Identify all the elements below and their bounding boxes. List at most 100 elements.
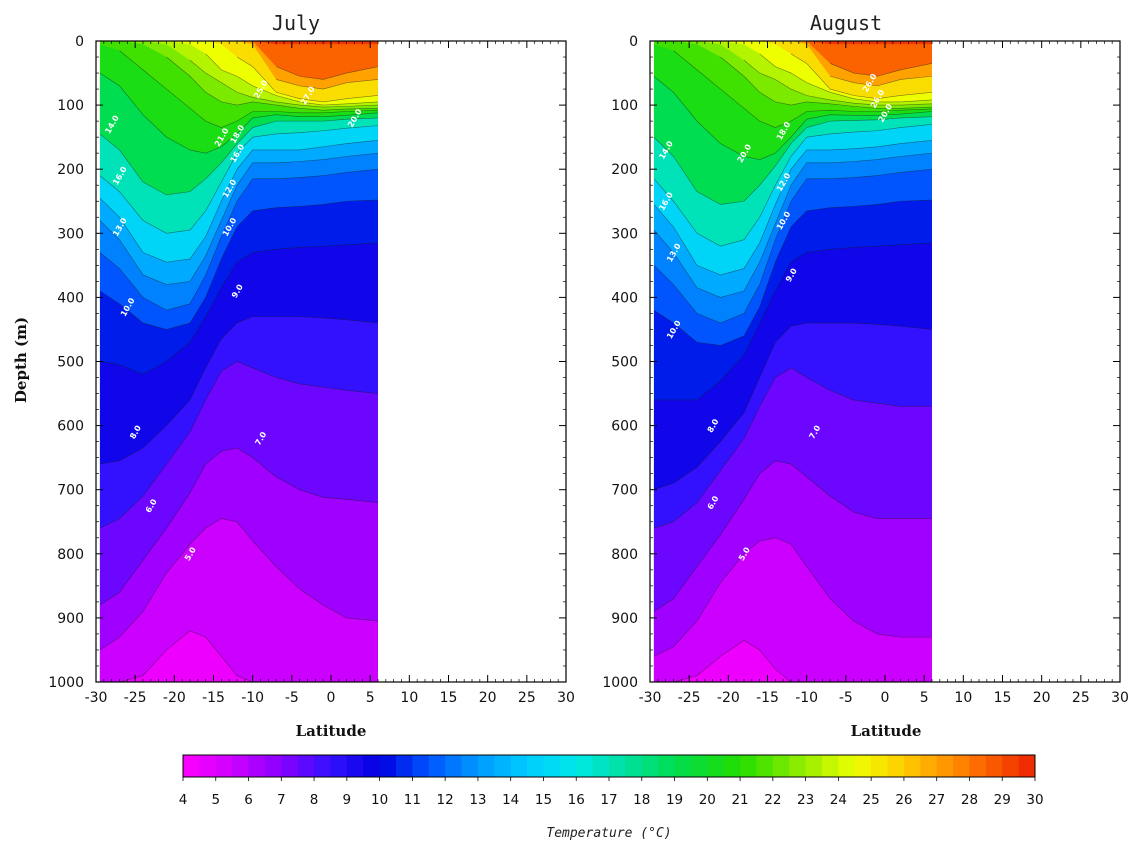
colorbar-segment [428,755,446,777]
y-tick-label: 0 [75,34,84,50]
x-tick-label: -20 [717,690,740,706]
colorbar-tick-label: 6 [244,792,253,808]
isotherm-line-6 [99,518,379,651]
colorbar-segment [346,755,364,777]
y-tick-label: 300 [611,226,638,242]
colorbar-segment [969,755,987,777]
colorbar-tick-label: 27 [928,792,945,808]
colorbar-segment [264,755,282,777]
y-tick-label: 800 [611,547,638,563]
y-tick-label: 0 [629,34,638,50]
isotherm-line-7 [99,447,379,606]
colorbar-tick-label: 24 [830,792,847,808]
colorbar-segment [723,755,741,777]
colorbar-tick-label: 8 [310,792,319,808]
colorbar-tick-label: 10 [371,792,388,808]
y-tick-label: 400 [57,290,84,306]
colorbar-segment [215,755,233,777]
colorbar-tick-label: 20 [699,792,716,808]
isotherm-line-7 [653,460,932,612]
isotherm-line-10 [653,242,933,401]
isotherm-line-20 [653,76,933,160]
x-tick-label: 30 [557,690,575,706]
isotherm-line-9 [99,316,379,465]
colorbar-segment [510,755,528,777]
colorbar-segment [625,755,643,777]
colorbar-segment [936,755,954,777]
colorbar-tick-label: 5 [211,792,220,808]
x-tick-label: -25 [678,690,701,706]
isotherm-line-5 [653,639,932,682]
colorbar-segment [871,755,889,777]
colorbar-tick-label: 18 [633,792,650,808]
colorbar-segment [248,755,266,777]
colorbar-segment [199,755,217,777]
y-tick-label: 100 [57,98,84,114]
colorbar-segment [330,755,348,777]
isotherm-line-18 [99,117,379,196]
colorbar-segment [461,755,479,777]
y-tick-label: 100 [611,98,638,114]
isotherm-line-20 [99,72,379,154]
isotherm-line-26 [276,79,379,90]
colorbar-segment [641,755,659,777]
colorbar-segment [232,755,250,777]
x-tick-label: -30 [639,690,662,706]
isotherm-line-13 [99,152,379,285]
colorbar-segment [379,755,397,777]
isotherm-line-23 [189,59,379,108]
plot-area-july: 25.0 27.020.014.021.018.016.016.012.013.0… [48,34,575,706]
plot-area-august: 26.026.020.014.0 20.018.016.012.013.010.0… [602,34,1129,706]
colorbar-segment [690,755,708,777]
isotherm-line-8 [99,361,379,529]
colorbar-tick-label: 13 [469,792,486,808]
temperature-fill [99,41,379,682]
x-tick-label: 30 [1111,690,1129,706]
colorbar-tick-label: 4 [179,792,188,808]
isotherm-line-26 [830,75,933,87]
y-tick-label: 600 [57,419,84,435]
colorbar-tick-label: 23 [797,792,814,808]
isotherm-line-14 [99,140,379,263]
panel-july: July Depth (m) Latitude 25.0 27.020.014.0… [12,11,575,740]
colorbar-segment [477,755,495,777]
colorbar-tick-label: 30 [1026,792,1043,808]
y-tick-label: 400 [611,290,638,306]
colorbar-segment [903,755,921,777]
isotherm-line-12 [99,168,379,311]
isotherm-line-21 [673,50,933,128]
colorbar-tick-label: 19 [666,792,683,808]
colorbar-tick-label: 26 [895,792,912,808]
x-tick-label: -10 [795,690,818,706]
colorbar-segment [297,755,315,777]
isotherm-line-16 [99,125,379,234]
colorbar-tick-label: 7 [277,792,286,808]
colorbar-segment [740,755,757,777]
colorbar-segment [822,755,839,777]
colorbar-segment [707,755,725,777]
y-tick-label: 700 [611,483,638,499]
x-tick-label: 5 [920,690,929,706]
x-tick-label: 0 [327,690,336,706]
x-tick-label: 0 [881,690,890,706]
x-tick-label: 10 [954,690,972,706]
x-tick-label: 20 [1033,690,1051,706]
colorbar-segment [887,755,905,777]
x-tick-label: 5 [366,690,375,706]
colorbar-tick-label: 29 [994,792,1011,808]
isotherm-line-10 [99,242,379,375]
colorbar-segment [920,755,938,777]
isotherm-line-6 [653,537,932,657]
y-tick-label: 700 [57,483,84,499]
colorbar-tick-label: 9 [343,792,352,808]
colorbar-segment [445,755,463,777]
y-tick-label: 900 [611,611,638,627]
x-axis-label-august: Latitude [851,722,922,740]
isotherm-line-14 [653,140,933,276]
isotherm-lines [653,50,933,682]
colorbar-segment [559,755,577,777]
colorbar-segment [1002,755,1020,777]
isotherm-line-23 [743,59,933,106]
isotherm-line-11 [99,199,379,330]
